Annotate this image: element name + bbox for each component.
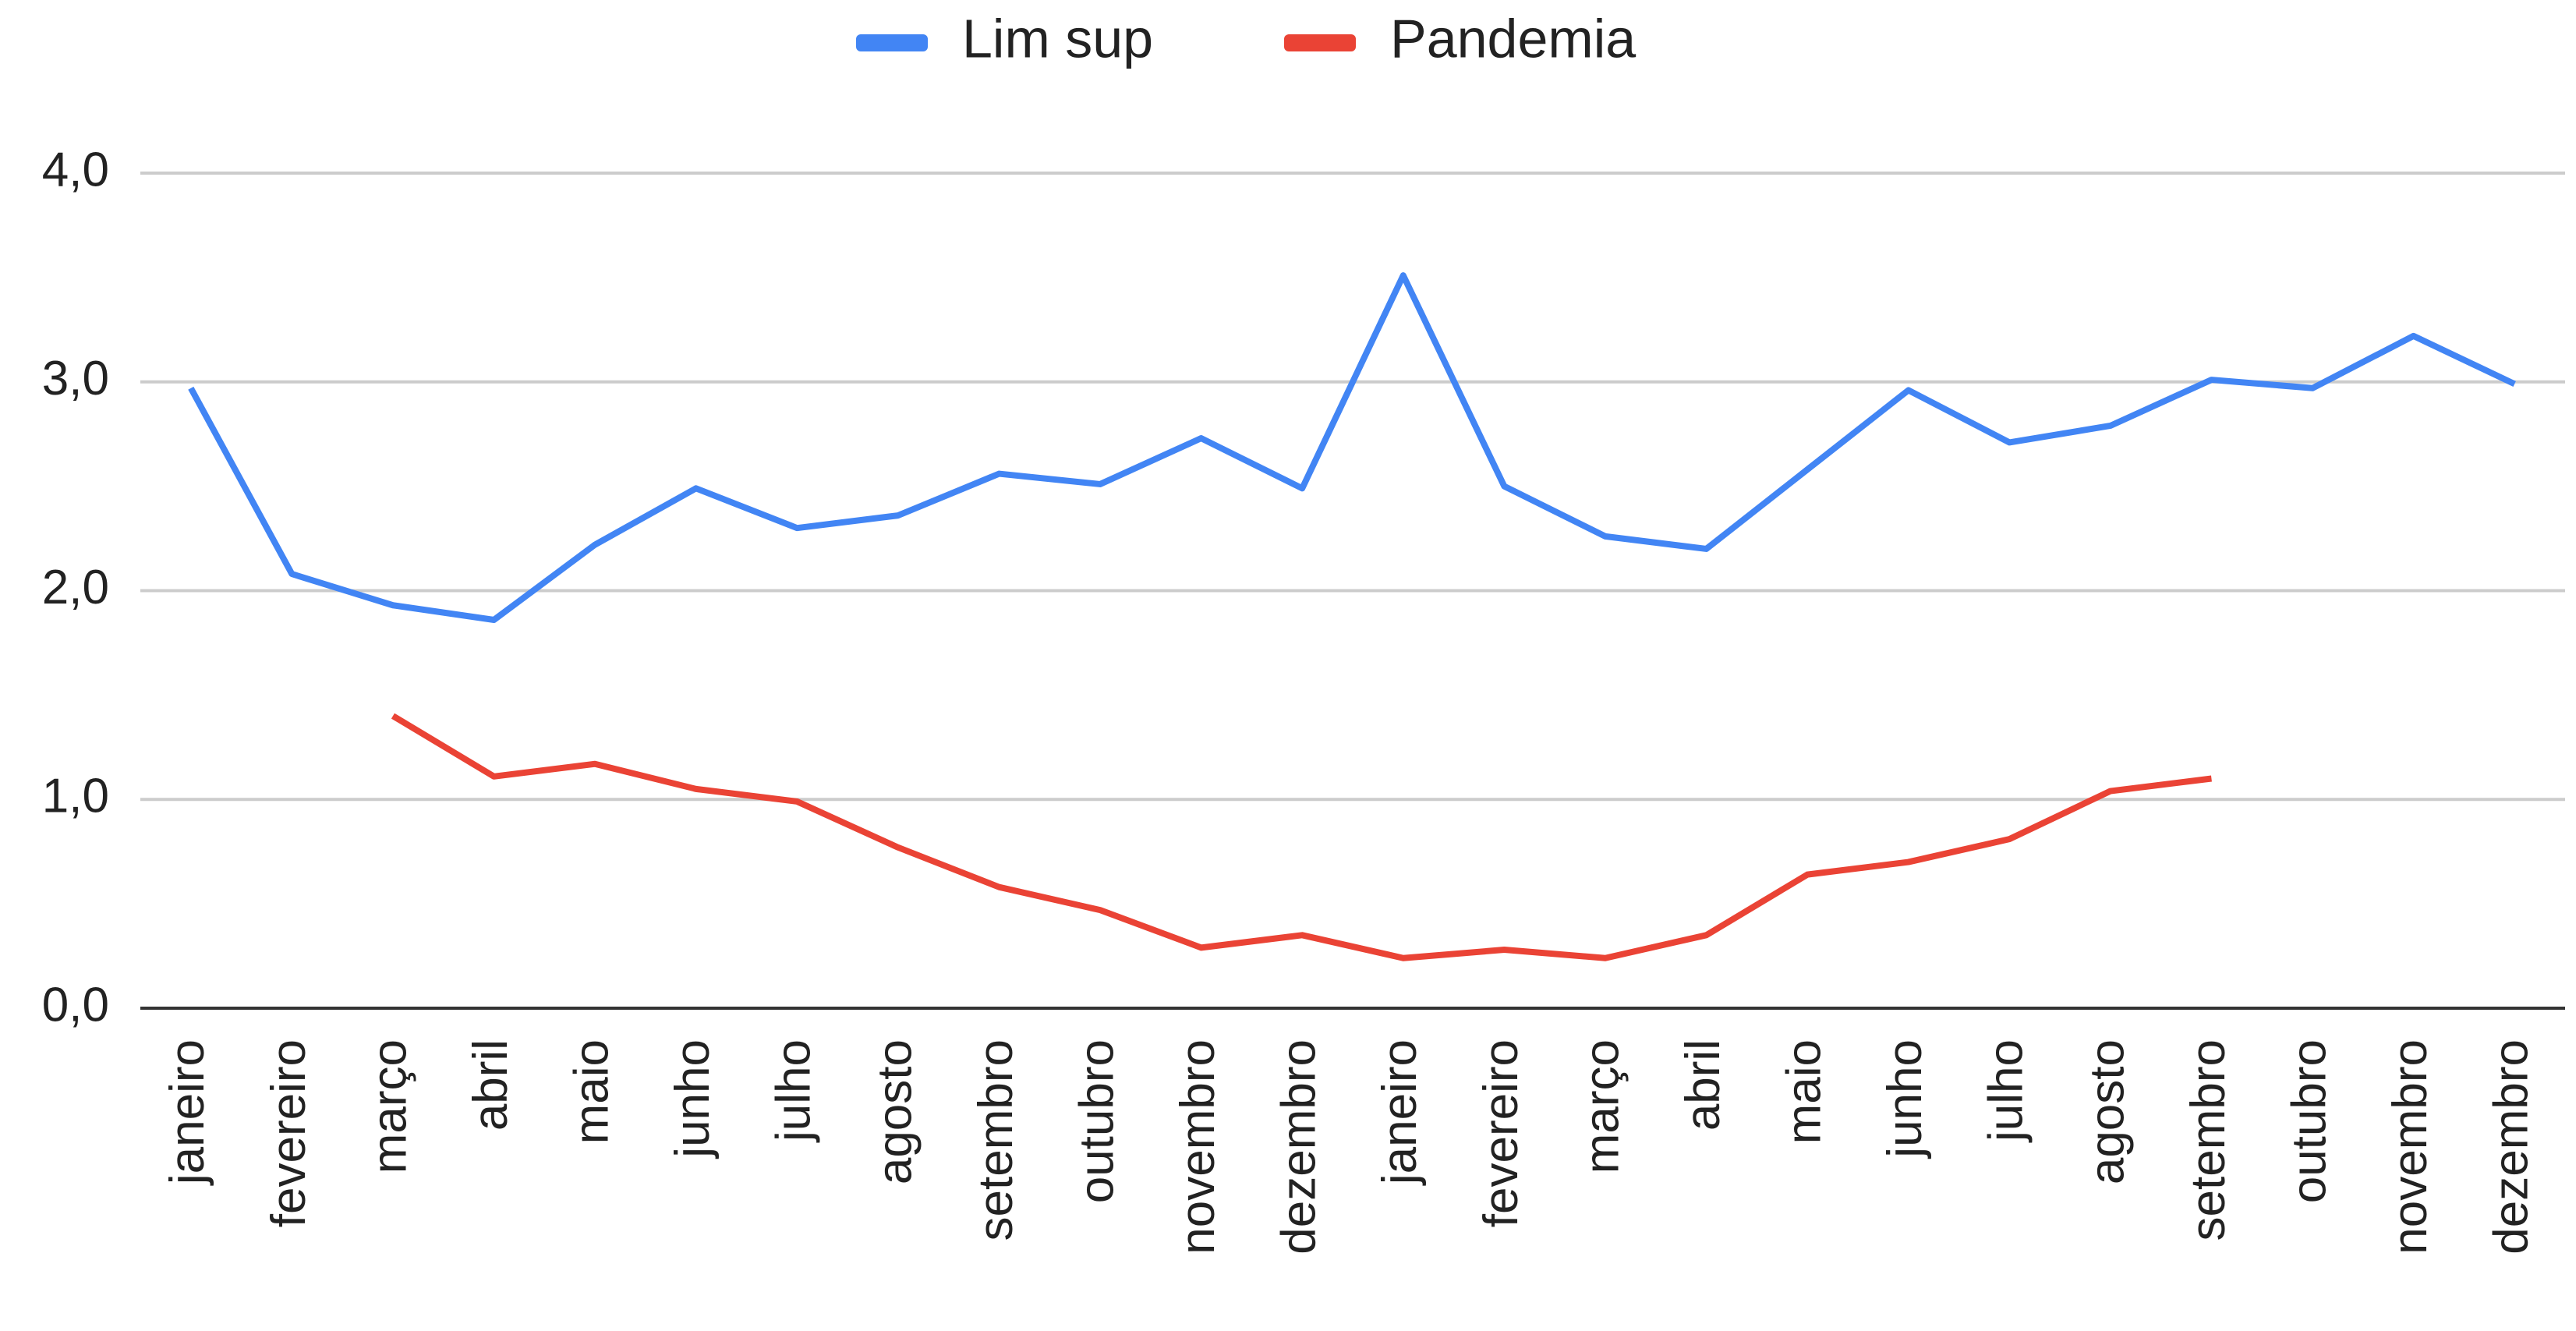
x-tick-label: setembro xyxy=(2181,1039,2235,1241)
y-tick-label: 3,0 xyxy=(42,352,109,405)
x-tick-label: agosto xyxy=(868,1039,922,1184)
x-tick-label: julho xyxy=(767,1039,821,1143)
x-tick-label: fevereiro xyxy=(1474,1039,1528,1227)
y-tick-label: 4,0 xyxy=(42,143,109,196)
x-tick-label: maio xyxy=(565,1039,619,1144)
x-tick-label: fevereiro xyxy=(262,1039,316,1227)
x-tick-label: outubro xyxy=(1070,1039,1123,1203)
legend-swatch xyxy=(1284,34,1356,51)
x-tick-label: dezembro xyxy=(2485,1039,2539,1255)
y-tick-label: 0,0 xyxy=(42,978,109,1032)
legend-label: Pandemia xyxy=(1390,8,1636,69)
legend-label: Lim sup xyxy=(962,8,1153,69)
x-tick-label: janeiro xyxy=(1373,1039,1427,1186)
line-series xyxy=(391,713,2212,961)
x-tick-label: junho xyxy=(1878,1039,1932,1159)
x-tick-label: outubro xyxy=(2282,1039,2336,1203)
x-tick-label: abril xyxy=(1676,1039,1730,1131)
x-tick-label: novembro xyxy=(1171,1039,1225,1255)
y-tick-label: 1,0 xyxy=(42,770,109,823)
x-tick-label: julho xyxy=(1980,1039,2033,1143)
legend-swatch xyxy=(856,34,928,51)
x-tick-label: abril xyxy=(464,1039,518,1131)
x-tick-label: março xyxy=(1575,1039,1629,1173)
x-tick-label: novembro xyxy=(2383,1039,2437,1255)
x-tick-label: agosto xyxy=(2080,1039,2134,1184)
x-tick-label: janeiro xyxy=(161,1039,214,1186)
line-series xyxy=(188,272,2516,623)
x-tick-label: dezembro xyxy=(1272,1039,1326,1255)
x-tick-label: maio xyxy=(1778,1039,1831,1144)
x-tick-label: junho xyxy=(666,1039,720,1159)
y-tick-label: 2,0 xyxy=(42,561,109,614)
x-tick-label: setembro xyxy=(969,1039,1023,1241)
x-tick-label: março xyxy=(363,1039,416,1173)
